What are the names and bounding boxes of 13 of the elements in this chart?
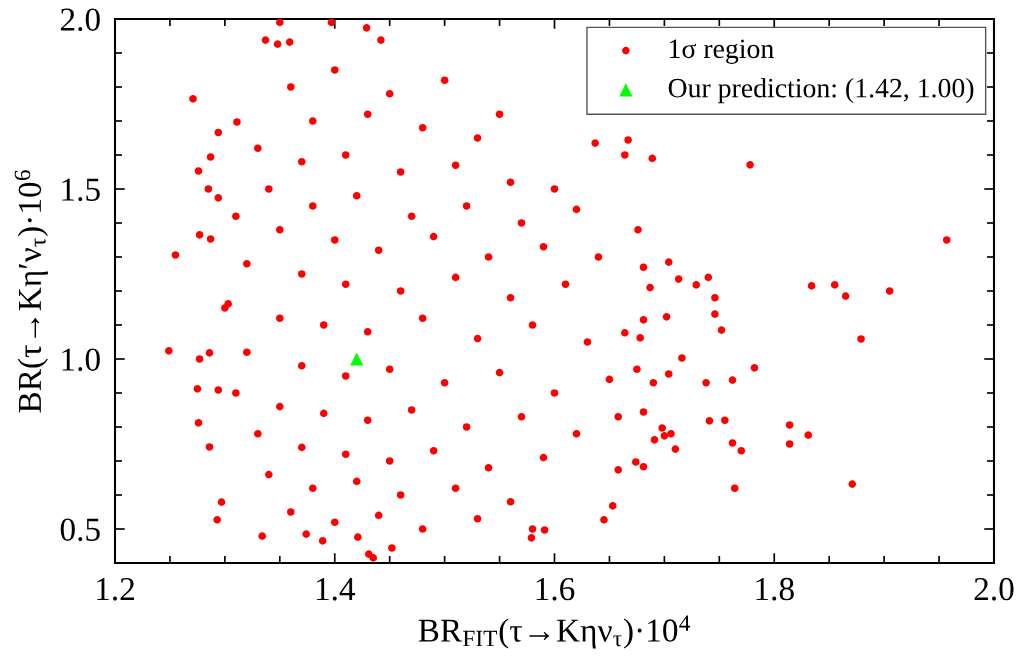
y-tick-label: 1.5 — [62, 178, 100, 202]
x-tick-label: 1.2 — [97, 577, 134, 601]
y-tick-label: 1.0 — [62, 348, 100, 372]
x-tick-label: 1.4 — [316, 578, 356, 601]
x-axis-title: BR$_{FIT}$(τ→Kην$_{τ}$)·10$^{4}$ — [418, 615, 691, 649]
y-axis-title: BR(τ→Kη′ν$_{τ}$)·10$^{6}$ — [14, 170, 48, 413]
legend-label: 1σ region — [669, 39, 774, 64]
legend-label: Our prediction: (1.42, 1.00) — [668, 77, 974, 104]
x-tick-label: 2.0 — [974, 577, 1014, 601]
x-tick-label: 1.6 — [536, 577, 575, 601]
x-tick-label: 1.8 — [756, 577, 794, 601]
y-tick-label: 2.0 — [60, 8, 100, 32]
y-tick-label: 0.5 — [60, 518, 100, 542]
